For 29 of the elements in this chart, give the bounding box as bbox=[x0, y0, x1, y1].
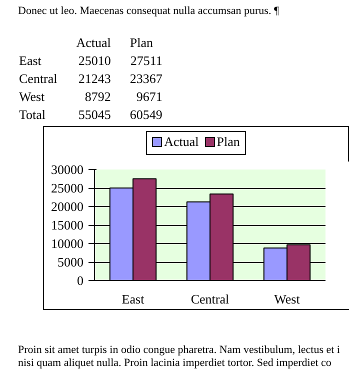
text: Plan bbox=[128, 34, 154, 52]
category-label: Total bbox=[18, 106, 47, 124]
category-label: West bbox=[18, 88, 46, 106]
y-tick-label: 25000 bbox=[51, 180, 84, 196]
category-label: Central bbox=[18, 70, 58, 88]
y-tick-label: 15000 bbox=[51, 218, 84, 232]
y-tick-label: 30000 bbox=[51, 162, 84, 177]
legend-label: Actual bbox=[163, 133, 199, 151]
data-label: 27511 bbox=[129, 52, 164, 70]
data-label: 60549 bbox=[128, 106, 164, 124]
x-tick-label: West bbox=[274, 292, 300, 306]
data-label: 21243 bbox=[77, 70, 112, 88]
data-label: 55045 bbox=[77, 106, 112, 124]
text: Donec ut leo. Maecenas consequat nulla accumsan purus. ¶ bbox=[18, 4, 279, 19]
text: Actual bbox=[75, 34, 112, 52]
text: Proin sit amet turpis in odio congue pharetra. Nam vestibulum, lectus et i bbox=[18, 344, 341, 357]
category-label: East bbox=[18, 52, 42, 70]
y-tick-label: 20000 bbox=[51, 199, 84, 214]
data-label: 9671 bbox=[135, 88, 164, 106]
x-tick-label: Central bbox=[190, 292, 230, 306]
y-tick-label: 10000 bbox=[51, 236, 84, 251]
data-label: 8792 bbox=[84, 88, 112, 106]
legend-label: Plan bbox=[216, 133, 240, 151]
y-tick-label: 0 bbox=[77, 273, 84, 288]
data-label: 25010 bbox=[77, 52, 112, 70]
data-label: 23367 bbox=[128, 70, 164, 88]
y-tick-label: 5000 bbox=[58, 254, 84, 270]
text: nisi quam aliquet nulla. Proin lacinia imperdiet tortor. Sed imperdiet co bbox=[18, 357, 332, 370]
x-tick-label: East bbox=[122, 292, 145, 306]
